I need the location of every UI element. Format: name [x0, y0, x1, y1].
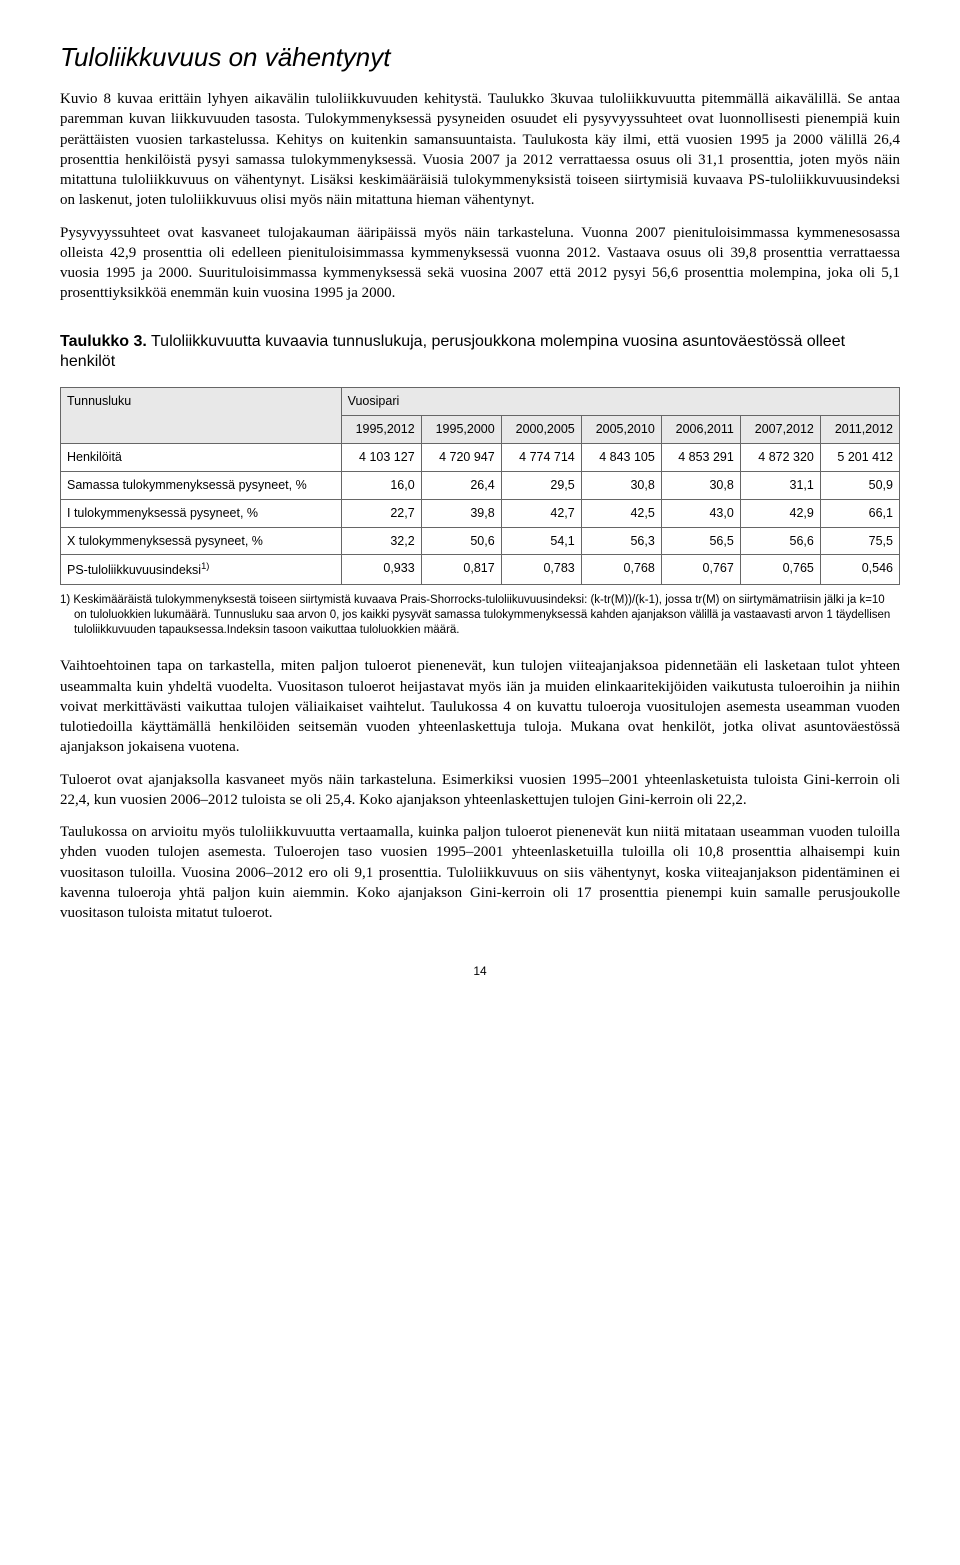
cell: 0,768: [581, 555, 661, 585]
cell: 39,8: [421, 499, 501, 527]
table-row: Henkilöitä 4 103 127 4 720 947 4 774 714…: [61, 443, 900, 471]
cell: 4 853 291: [661, 443, 740, 471]
cell: 4 843 105: [581, 443, 661, 471]
cell: 30,8: [661, 471, 740, 499]
cell: 42,5: [581, 499, 661, 527]
table-title-rest: Tuloliikkuvuutta kuvaavia tunnuslukuja, …: [60, 333, 845, 371]
cell: 0,765: [740, 555, 820, 585]
th-year: 2006,2011: [661, 416, 740, 444]
th-year: 1995,2000: [421, 416, 501, 444]
paragraph-4: Tuloerot ovat ajanjaksolla kasvaneet myö…: [60, 770, 900, 811]
row-label: Henkilöitä: [61, 443, 342, 471]
th-year: 2011,2012: [820, 416, 899, 444]
cell: 26,4: [421, 471, 501, 499]
table-row: I tulokymmenyksessä pysyneet, % 22,7 39,…: [61, 499, 900, 527]
cell: 75,5: [820, 527, 899, 555]
cell: 54,1: [501, 527, 581, 555]
paragraph-3: Vaihtoehtoinen tapa on tarkastella, mite…: [60, 656, 900, 757]
th-year: 2000,2005: [501, 416, 581, 444]
cell: 29,5: [501, 471, 581, 499]
cell: 16,0: [341, 471, 421, 499]
cell: 50,6: [421, 527, 501, 555]
cell: 56,3: [581, 527, 661, 555]
cell: 56,6: [740, 527, 820, 555]
cell: 5 201 412: [820, 443, 899, 471]
cell: 0,783: [501, 555, 581, 585]
paragraph-5: Taulukossa on arvioitu myös tuloliikkuvu…: [60, 822, 900, 923]
table-row: X tulokymmenyksessä pysyneet, % 32,2 50,…: [61, 527, 900, 555]
page-title: Tuloliikkuvuus on vähentynyt: [60, 40, 900, 75]
table-title-prefix: Taulukko 3.: [60, 333, 147, 350]
cell: 0,767: [661, 555, 740, 585]
row-label: PS-tuloliikkuvuusindeksi1): [61, 555, 342, 585]
cell: 22,7: [341, 499, 421, 527]
paragraph-2: Pysyvyyssuhteet ovat kasvaneet tulojakau…: [60, 223, 900, 304]
table-3: Tunnusluku Vuosipari 1995,2012 1995,2000…: [60, 387, 900, 585]
row-label: I tulokymmenyksessä pysyneet, %: [61, 499, 342, 527]
page-number: 14: [60, 963, 900, 979]
th-year: 1995,2012: [341, 416, 421, 444]
cell: 4 103 127: [341, 443, 421, 471]
cell: 4 872 320: [740, 443, 820, 471]
cell: 50,9: [820, 471, 899, 499]
table-3-title: Taulukko 3. Tuloliikkuvuutta kuvaavia tu…: [60, 332, 900, 374]
table-row: PS-tuloliikkuvuusindeksi1) 0,933 0,817 0…: [61, 555, 900, 585]
th-year: 2007,2012: [740, 416, 820, 444]
cell: 32,2: [341, 527, 421, 555]
cell: 4 720 947: [421, 443, 501, 471]
cell: 66,1: [820, 499, 899, 527]
cell: 42,9: [740, 499, 820, 527]
row-label: X tulokymmenyksessä pysyneet, %: [61, 527, 342, 555]
cell: 0,546: [820, 555, 899, 585]
th-vuosipari: Vuosipari: [341, 388, 899, 416]
cell: 31,1: [740, 471, 820, 499]
cell: 43,0: [661, 499, 740, 527]
cell: 42,7: [501, 499, 581, 527]
row-sup: 1): [201, 561, 209, 571]
table-row: Samassa tulokymmenyksessä pysyneet, % 16…: [61, 471, 900, 499]
table-footnote: 1) Keskimääräistä tulokymmenyksestä tois…: [60, 593, 900, 638]
paragraph-1: Kuvio 8 kuvaa erittäin lyhyen aikavälin …: [60, 89, 900, 211]
row-label-text: PS-tuloliikkuvuusindeksi: [67, 564, 201, 578]
th-tunnusluku: Tunnusluku: [61, 388, 342, 444]
cell: 30,8: [581, 471, 661, 499]
cell: 0,817: [421, 555, 501, 585]
cell: 4 774 714: [501, 443, 581, 471]
row-label: Samassa tulokymmenyksessä pysyneet, %: [61, 471, 342, 499]
th-year: 2005,2010: [581, 416, 661, 444]
cell: 56,5: [661, 527, 740, 555]
cell: 0,933: [341, 555, 421, 585]
